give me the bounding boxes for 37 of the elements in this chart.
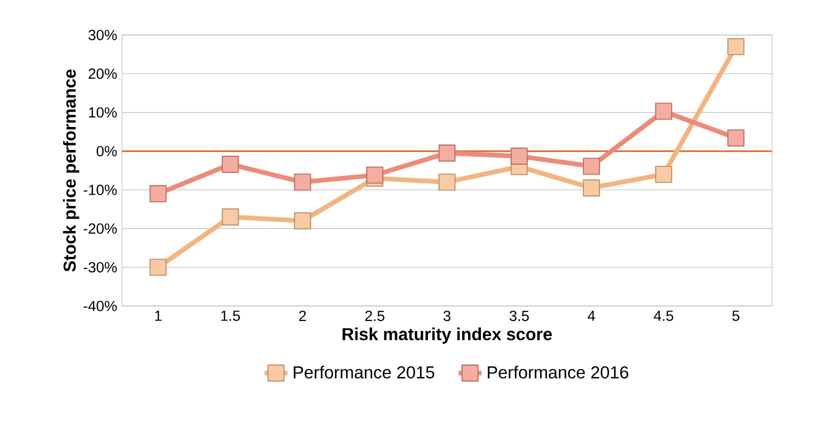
point	[582, 179, 600, 196]
point	[366, 166, 384, 184]
y-tick-label: -40%	[84, 300, 117, 312]
y-tick-label: -30%	[84, 262, 117, 272]
y-axis-title: Stock price performance	[63, 69, 80, 272]
x-tick-label: 2	[299, 310, 306, 321]
point	[727, 129, 744, 147]
point	[510, 148, 528, 165]
y-tick-label: -10%	[84, 184, 117, 196]
x-tick-label: 1	[155, 310, 162, 321]
point	[222, 156, 239, 173]
x-tick-label: 2.5	[365, 310, 384, 322]
point	[655, 102, 672, 120]
x-tick-label: 1.5	[221, 310, 240, 321]
y-tick-label: 0%	[96, 146, 117, 156]
y-tick-label: -20%	[84, 223, 117, 234]
point	[727, 38, 744, 56]
point	[294, 212, 312, 230]
y-tick-label: 20%	[88, 68, 117, 79]
legend-label: Performance 2016	[488, 366, 628, 378]
point	[438, 174, 456, 191]
x-axis-title: Risk maturity index score	[342, 328, 552, 344]
point	[582, 158, 600, 175]
point	[438, 144, 456, 162]
x-tick-label: 5	[732, 310, 740, 321]
point	[655, 166, 672, 183]
y-tick-label: 30%	[88, 30, 117, 40]
x-tick-label: 4	[588, 310, 596, 321]
y-tick-label: 10%	[89, 107, 117, 118]
legend-label: Performance 2015	[294, 366, 434, 378]
x-tick-label: 3.5	[510, 310, 529, 322]
x-tick-label: 4.5	[654, 310, 674, 321]
point	[150, 258, 167, 276]
x-tick-label: 3	[443, 310, 450, 322]
point	[222, 208, 239, 226]
point	[150, 185, 167, 202]
point	[294, 174, 312, 191]
